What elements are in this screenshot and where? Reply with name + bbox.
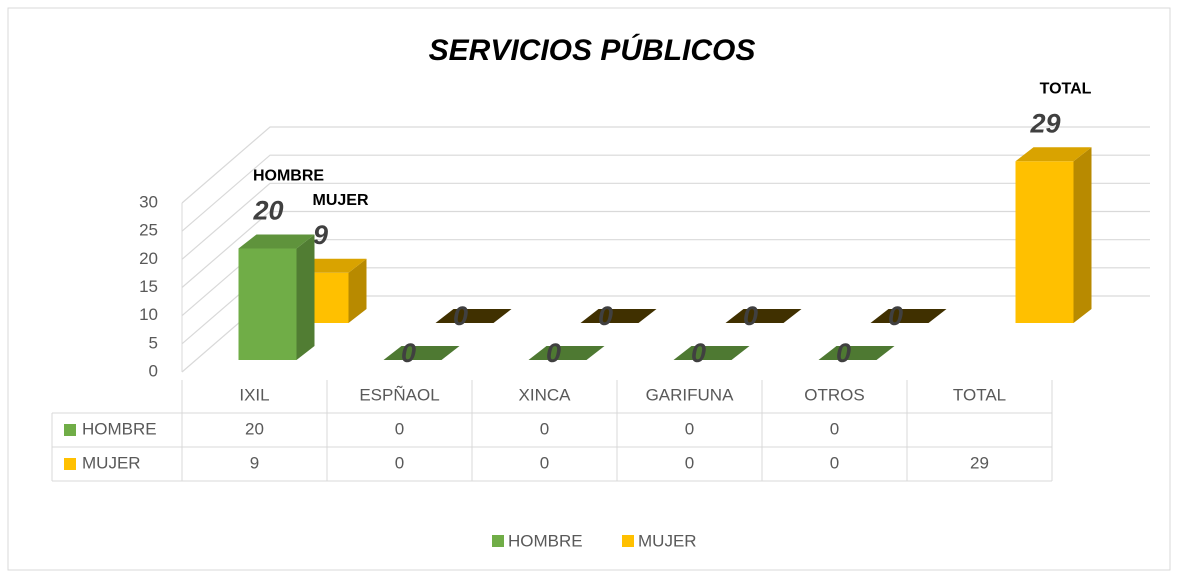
legend-label: MUJER [638, 531, 697, 550]
data-label: 0 [888, 301, 903, 331]
data-label: 9 [313, 220, 328, 250]
category-label: ESPÑAOL [359, 385, 439, 404]
y-tick-label: 0 [149, 361, 158, 380]
grid-line [181, 182, 1150, 260]
data-label: 0 [401, 338, 416, 368]
category-label: XINCA [519, 385, 572, 404]
data-label: 0 [691, 338, 706, 368]
bar-top [528, 346, 605, 360]
bar-side [348, 258, 367, 323]
grid-line [181, 210, 1150, 288]
category-label: GARIFUNA [646, 385, 735, 404]
table-value: 0 [830, 419, 839, 438]
table-value: 9 [250, 453, 259, 472]
bar-top [383, 346, 460, 360]
grid-line [181, 126, 1150, 204]
bar-side [296, 234, 315, 360]
bar-front [238, 248, 297, 360]
legend-key [64, 424, 76, 436]
legend: HOMBRE MUJER [492, 531, 697, 550]
y-tick-label: 5 [149, 333, 158, 352]
bar-side [1073, 147, 1092, 323]
bar-top [238, 234, 315, 249]
y-tick-label: 25 [139, 221, 158, 240]
row-label: HOMBRE [82, 419, 157, 438]
data-table: IXIL ESPÑAOL XINCA GARIFUNA OTROS TOTAL HOMBRE… [51, 380, 1053, 482]
legend-key [492, 535, 504, 547]
table-value: 0 [685, 419, 694, 438]
data-label: 20 [252, 196, 283, 226]
table-value: 20 [245, 419, 264, 438]
table-value: 0 [395, 453, 404, 472]
legend-key [64, 458, 76, 470]
chart-area [7, 7, 1171, 571]
bar-top [673, 346, 750, 360]
data-label: 0 [453, 301, 468, 331]
y-tick-label: 15 [139, 277, 158, 296]
bar-top [870, 309, 947, 323]
bar-top [1015, 147, 1092, 162]
data-label: 0 [836, 338, 851, 368]
data-label: 0 [743, 301, 758, 331]
data-label: 0 [598, 301, 613, 331]
row-label: MUJER [82, 453, 141, 472]
legend-key [622, 535, 634, 547]
bars: 9 0 0 0 0 29 20 0 0 0 0 HOMBRE MUJER TOTAL [238, 80, 1092, 368]
table-value: 0 [830, 453, 839, 472]
data-label: 0 [546, 338, 561, 368]
bar-top [580, 309, 657, 323]
y-tick-label: 20 [139, 249, 158, 268]
bar-top [818, 346, 895, 360]
chart-title: SERVICIOS PÚBLICOS [429, 33, 756, 67]
table-value: 29 [970, 453, 989, 472]
category-label: OTROS [804, 385, 864, 404]
table-value: 0 [685, 453, 694, 472]
annotation: MUJER [312, 192, 368, 209]
category-label: TOTAL [953, 385, 1006, 404]
grid-line [181, 154, 1150, 232]
bar-front [1015, 161, 1074, 323]
y-tick-label: 30 [139, 192, 158, 211]
bar-top [435, 309, 512, 323]
category-label: IXIL [239, 385, 269, 404]
legend-label: HOMBRE [508, 531, 583, 550]
data-label: 29 [1029, 108, 1060, 138]
bar-top [725, 309, 802, 323]
table-value: 0 [540, 453, 549, 472]
y-tick-label: 10 [139, 305, 158, 324]
annotation: TOTAL [1040, 80, 1092, 97]
table-value: 0 [540, 419, 549, 438]
table-value: 0 [395, 419, 404, 438]
annotation: HOMBRE [253, 168, 324, 185]
